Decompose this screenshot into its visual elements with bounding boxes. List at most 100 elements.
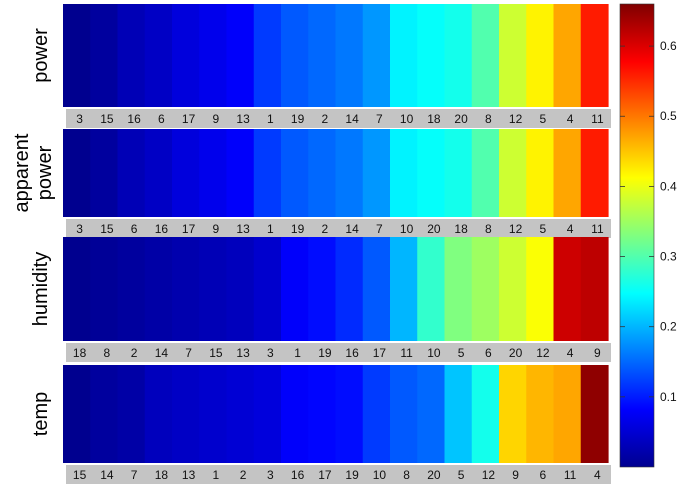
tick-strip-apparent-power bbox=[66, 219, 611, 238]
heatmap-cell-temp-8 bbox=[390, 365, 418, 463]
tick-label-power-19: 19 bbox=[291, 112, 305, 126]
tick-label-power-4: 4 bbox=[567, 112, 574, 126]
heatmap-cell-temp-20 bbox=[417, 365, 446, 463]
colorbar-tick-label: 0.1 bbox=[660, 390, 677, 404]
tick-label-temp-8: 8 bbox=[403, 468, 410, 482]
tick-label-temp-15: 15 bbox=[73, 468, 87, 482]
heatmap-cell-power-2 bbox=[308, 4, 337, 107]
heatmap-cell-temp-4 bbox=[580, 365, 609, 463]
heatmap-cell-power-10 bbox=[390, 4, 418, 107]
tick-label-power-6: 6 bbox=[158, 112, 165, 126]
heatmap-cell-apparent-power-20 bbox=[417, 129, 446, 217]
tick-strip-power bbox=[66, 109, 611, 128]
heatmap-cell-power-11 bbox=[580, 4, 609, 107]
row-label-humidity: humidity bbox=[30, 252, 52, 326]
heatmap-cell-humidity-6 bbox=[471, 237, 500, 341]
tick-label-temp-12: 12 bbox=[482, 468, 496, 482]
heatmap-cell-apparent-power-12 bbox=[499, 129, 527, 217]
tick-label-power-15: 15 bbox=[100, 112, 114, 126]
tick-label-apparent-power-17: 17 bbox=[182, 222, 196, 236]
heatmap-cell-power-13 bbox=[226, 4, 255, 107]
tick-label-temp-11: 11 bbox=[564, 468, 577, 482]
tick-label-power-8: 8 bbox=[485, 112, 492, 126]
tick-strip-temp bbox=[66, 465, 611, 484]
heatmap-cell-humidity-5 bbox=[444, 237, 473, 341]
tick-label-temp-17: 17 bbox=[318, 468, 332, 482]
heatmap-cell-power-3 bbox=[63, 4, 91, 107]
tick-label-temp-16: 16 bbox=[291, 468, 305, 482]
tick-label-temp-5: 5 bbox=[458, 468, 465, 482]
tick-label-humidity-2: 2 bbox=[131, 346, 138, 360]
heatmap-cell-apparent-power-11 bbox=[580, 129, 609, 217]
tick-label-temp-13: 13 bbox=[182, 468, 196, 482]
tick-label-temp-19: 19 bbox=[345, 468, 359, 482]
tick-label-temp-3: 3 bbox=[267, 468, 274, 482]
heatmap-cell-apparent-power-6 bbox=[117, 129, 146, 217]
tick-label-power-7: 7 bbox=[376, 112, 383, 126]
heatmap-cell-apparent-power-7 bbox=[362, 129, 391, 217]
heatmap-cell-temp-18 bbox=[144, 365, 173, 463]
tick-label-humidity-15: 15 bbox=[209, 346, 223, 360]
tick-label-humidity-18: 18 bbox=[73, 346, 87, 360]
tick-label-apparent-power-4: 4 bbox=[567, 222, 574, 236]
heatmap-cell-power-7 bbox=[362, 4, 391, 107]
colorbar: 0.1 0.2 0.3 0.4 0.5 0.6 bbox=[619, 3, 677, 468]
tick-label-power-10: 10 bbox=[400, 112, 414, 126]
tick-label-apparent-power-2: 2 bbox=[322, 222, 329, 236]
heatmap-cell-power-14 bbox=[335, 4, 364, 107]
tick-label-humidity-12: 12 bbox=[536, 346, 550, 360]
heatmap-cell-temp-2 bbox=[226, 365, 255, 463]
tick-label-humidity-10: 10 bbox=[427, 346, 441, 360]
heatmap-cell-temp-17 bbox=[308, 365, 337, 463]
heatmap-cell-apparent-power-10 bbox=[390, 129, 418, 217]
tick-label-humidity-13: 13 bbox=[236, 346, 250, 360]
tick-label-apparent-power-15: 15 bbox=[100, 222, 114, 236]
heatmap-cell-apparent-power-5 bbox=[526, 129, 555, 217]
heatmap-cell-temp-9 bbox=[499, 365, 527, 463]
heatmap-cell-humidity-20 bbox=[499, 237, 527, 341]
heatmap-cell-temp-6 bbox=[526, 365, 555, 463]
tick-label-apparent-power-18: 18 bbox=[454, 222, 468, 236]
tick-label-humidity-11: 11 bbox=[400, 346, 413, 360]
tick-label-temp-20: 20 bbox=[427, 468, 441, 482]
heatmap-cell-temp-13 bbox=[172, 365, 200, 463]
tick-label-humidity-19: 19 bbox=[318, 346, 332, 360]
heatmap-cell-power-9 bbox=[199, 4, 228, 107]
tick-label-apparent-power-16: 16 bbox=[155, 222, 169, 236]
colorbar-tick-label: 0.5 bbox=[660, 109, 677, 123]
heatmap-cell-apparent-power-1 bbox=[253, 129, 282, 217]
tick-label-humidity-7: 7 bbox=[185, 346, 192, 360]
tick-label-power-9: 9 bbox=[213, 112, 220, 126]
tick-label-apparent-power-11: 11 bbox=[591, 222, 604, 236]
tick-label-humidity-14: 14 bbox=[155, 346, 169, 360]
colorbar-tick-label: 0.3 bbox=[660, 250, 677, 264]
heatmap-cell-temp-12 bbox=[471, 365, 500, 463]
colorbar-tick-label: 0.6 bbox=[660, 39, 677, 53]
heatmap-cell-apparent-power-3 bbox=[63, 129, 91, 217]
heatmap-cell-humidity-16 bbox=[335, 237, 364, 341]
tick-label-apparent-power-3: 3 bbox=[76, 222, 83, 236]
heatmap-cell-power-4 bbox=[553, 4, 582, 107]
heatmap-cell-temp-5 bbox=[444, 365, 473, 463]
tick-label-temp-4: 4 bbox=[594, 468, 601, 482]
heatmap-cell-temp-16 bbox=[281, 365, 309, 463]
tick-label-temp-7: 7 bbox=[131, 468, 138, 482]
heatmap-cell-apparent-power-13 bbox=[226, 129, 255, 217]
tick-label-humidity-8: 8 bbox=[104, 346, 111, 360]
tick-label-power-5: 5 bbox=[540, 112, 547, 126]
heatmap-cell-power-17 bbox=[172, 4, 200, 107]
tick-label-humidity-5: 5 bbox=[458, 346, 465, 360]
tick-label-apparent-power-7: 7 bbox=[376, 222, 383, 236]
heatmap-cell-apparent-power-8 bbox=[471, 129, 500, 217]
tick-label-temp-9: 9 bbox=[512, 468, 519, 482]
tick-label-apparent-power-8: 8 bbox=[485, 222, 492, 236]
tick-label-power-14: 14 bbox=[345, 112, 359, 126]
heatmap-cell-temp-10 bbox=[362, 365, 391, 463]
heatmap-cell-apparent-power-15 bbox=[90, 129, 119, 217]
heatmap-cell-apparent-power-2 bbox=[308, 129, 337, 217]
heatmap-cell-humidity-14 bbox=[144, 237, 173, 341]
tick-label-humidity-4: 4 bbox=[567, 346, 574, 360]
heatmap-cell-power-12 bbox=[499, 4, 527, 107]
